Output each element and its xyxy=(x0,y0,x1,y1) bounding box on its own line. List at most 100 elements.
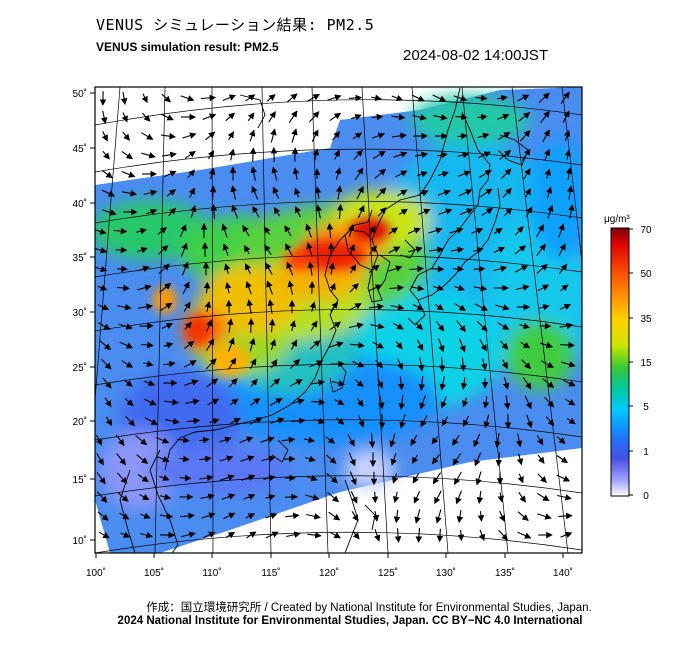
wind-arrow xyxy=(219,436,232,443)
wind-arrow xyxy=(440,396,447,409)
wind-arrow xyxy=(141,112,151,122)
wind-arrow xyxy=(312,148,320,161)
wind-arrow xyxy=(517,511,529,522)
wind-arrow xyxy=(187,169,196,179)
wind-arrow xyxy=(377,207,387,217)
wind-arrow xyxy=(393,151,408,158)
wind-arrow xyxy=(414,509,421,524)
wind-arrow xyxy=(119,512,130,520)
wind-arrow xyxy=(455,490,462,505)
wind-arrow xyxy=(499,340,509,350)
wind-arrow xyxy=(224,263,231,274)
wind-arrow xyxy=(520,341,531,349)
wind-arrow xyxy=(239,436,254,444)
wind-arrow xyxy=(514,226,524,236)
wind-arrow xyxy=(477,151,491,159)
wind-arrow xyxy=(537,454,545,464)
wind-arrow xyxy=(265,531,279,539)
wind-arrow xyxy=(305,223,312,238)
wind-arrow xyxy=(161,132,176,140)
wind-arrow xyxy=(410,284,425,292)
wind-arrow xyxy=(544,396,555,408)
lon-label: 105˚ xyxy=(144,567,164,579)
wind-arrow xyxy=(97,304,110,311)
colorbar-label: 1 xyxy=(643,447,649,458)
wind-arrow xyxy=(438,356,446,373)
wind-arrow xyxy=(393,509,401,524)
wind-arrow xyxy=(388,246,401,254)
wind-arrow xyxy=(121,360,134,368)
wind-arrow xyxy=(517,531,532,539)
title-english: VENUS simulation result: PM2.5 xyxy=(96,40,279,54)
wind-arrow xyxy=(391,113,406,121)
wind-arrow xyxy=(140,512,151,519)
wind-arrow xyxy=(98,322,111,330)
wind-arrow xyxy=(560,91,570,104)
wind-arrow xyxy=(497,492,505,503)
wind-arrow xyxy=(374,529,381,542)
wind-arrow xyxy=(206,319,213,332)
wind-arrow xyxy=(183,360,197,368)
wind-arrow xyxy=(454,471,462,486)
wind-arrow xyxy=(452,453,462,466)
wind-arrow xyxy=(326,222,334,239)
wind-arrow xyxy=(457,132,468,140)
wind-arrow xyxy=(144,417,158,425)
wind-arrow xyxy=(395,170,408,178)
wind-arrow xyxy=(478,169,492,179)
wind-arrow xyxy=(96,491,108,504)
wind-arrow xyxy=(479,188,493,198)
wind-arrow xyxy=(249,358,257,370)
wind-arrow xyxy=(273,206,281,217)
wind-arrow xyxy=(102,209,117,216)
wind-arrow xyxy=(437,151,448,159)
title-japanese: VENUS シミュレーション結果: PM2.5 xyxy=(96,16,375,34)
wind-arrow xyxy=(438,338,445,353)
wind-arrow xyxy=(161,322,174,329)
wind-arrow xyxy=(268,318,276,333)
wind-arrow xyxy=(498,529,509,541)
wind-arrow xyxy=(411,454,419,464)
wind-arrow xyxy=(418,208,431,215)
wind-arrow xyxy=(438,208,453,215)
wind-arrow xyxy=(267,299,275,314)
wind-arrow xyxy=(281,436,296,444)
wind-arrow xyxy=(102,377,112,389)
wind-arrow xyxy=(558,512,573,520)
wind-arrow xyxy=(545,416,555,427)
wind-arrow xyxy=(477,511,485,522)
wind-arrow xyxy=(307,261,315,276)
wind-arrow xyxy=(521,148,531,161)
wind-arrow xyxy=(399,414,406,429)
wind-arrow xyxy=(250,378,258,387)
wind-arrow xyxy=(524,187,531,198)
wind-arrow xyxy=(165,418,180,425)
wind-arrow xyxy=(497,94,508,102)
wind-arrow xyxy=(266,280,274,295)
wind-arrow xyxy=(458,338,466,353)
wind-arrow xyxy=(100,358,112,370)
wind-arrow xyxy=(471,227,484,234)
wind-arrow xyxy=(544,168,551,179)
wind-arrow xyxy=(463,415,469,427)
wind-arrow xyxy=(501,359,508,370)
wind-arrow xyxy=(526,414,533,429)
wind-arrow xyxy=(398,395,406,410)
wind-arrow xyxy=(227,357,237,370)
wind-arrow xyxy=(221,223,228,238)
wind-arrow xyxy=(459,208,474,216)
wind-arrow xyxy=(515,433,523,448)
wind-arrow xyxy=(368,264,380,274)
wind-arrow xyxy=(305,475,318,482)
wind-arrow xyxy=(349,264,357,274)
wind-arrow xyxy=(136,454,149,464)
wind-arrow xyxy=(542,378,555,389)
wind-arrow xyxy=(181,531,196,538)
wind-arrow xyxy=(250,166,257,181)
wind-arrow xyxy=(200,94,217,102)
wind-arrow xyxy=(497,113,510,120)
wind-arrow xyxy=(328,262,336,275)
wind-arrow xyxy=(473,265,486,273)
wind-arrow xyxy=(494,433,502,448)
wind-arrow xyxy=(272,186,280,199)
